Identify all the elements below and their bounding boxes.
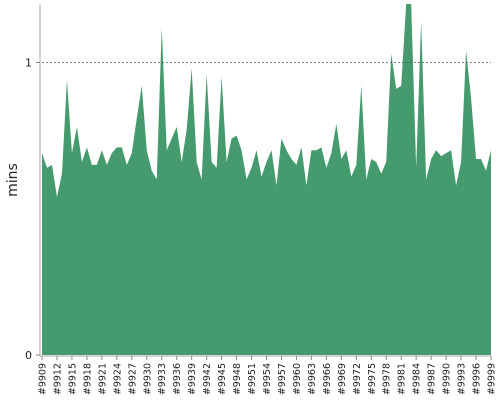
x-tick-label: #9999 — [487, 363, 498, 395]
x-tick-label: #9924 — [112, 363, 123, 395]
x-tick-label: #9990 — [442, 363, 453, 395]
x-tick-label: #9942 — [202, 363, 213, 395]
x-tick-label: #9993 — [457, 363, 468, 395]
x-tick-label: #9981 — [397, 363, 408, 395]
x-tick-label: #9936 — [172, 363, 183, 395]
x-tick-label: #9969 — [337, 363, 348, 395]
x-tick-label: #9933 — [157, 363, 168, 395]
y-tick-label: 0 — [25, 349, 32, 362]
y-tick-layer: 01 — [25, 57, 40, 362]
x-tick-label: #9984 — [412, 363, 423, 395]
x-tick-label: #9987 — [427, 363, 438, 395]
x-tick-label: #9948 — [232, 363, 243, 395]
x-tick-layer: #9909 #9912 #9915 #9918 #9921 #9924 #9927 #9930… — [38, 356, 498, 395]
x-tick-label: #9954 — [262, 363, 273, 395]
x-tick-label: #9996 — [472, 363, 483, 395]
x-tick-label: #9915 — [67, 363, 78, 395]
x-tick-label: #9927 — [127, 363, 138, 395]
x-tick-label: #9945 — [217, 363, 228, 395]
x-tick-label: #9966 — [322, 363, 333, 395]
x-tick-label: #9939 — [187, 363, 198, 395]
x-tick-label: #9972 — [352, 363, 363, 395]
x-tick-label: #9957 — [277, 363, 288, 395]
x-tick-label: #9918 — [82, 363, 93, 395]
x-tick-label: #9909 — [38, 363, 49, 395]
x-tick-label: #9951 — [247, 363, 258, 395]
x-tick-label: #9975 — [367, 363, 378, 395]
series-layer — [42, 4, 491, 355]
series-area — [42, 4, 491, 355]
x-tick-label: #9912 — [52, 363, 63, 395]
x-tick-label: #9921 — [97, 363, 108, 395]
x-tick-label: #9930 — [142, 363, 153, 395]
y-axis-label: mins — [5, 163, 21, 197]
x-tick-label: #9960 — [292, 363, 303, 395]
x-tick-label: #9963 — [307, 363, 318, 395]
x-tick-label: #9978 — [382, 363, 393, 395]
y-tick-label: 1 — [25, 57, 32, 70]
